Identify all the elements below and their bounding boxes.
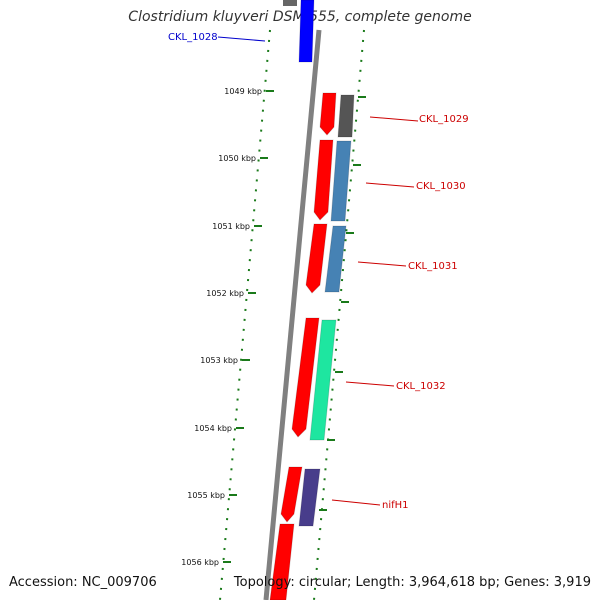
cds-feature-ckl-1030 [313, 139, 334, 221]
cds-feature-nifh1 [280, 466, 303, 523]
gene-labels: CKL_1028 CKL_1029 CKL_1030 CKL_1031 CKL_1032… [168, 32, 469, 511]
gene-label[interactable]: CKL_1031 [408, 261, 458, 272]
gene-feature-partial [283, 0, 297, 6]
summary-text: Topology: circular; Length: 3,964,618 bp… [233, 575, 591, 590]
gene-label[interactable]: nifH1 [382, 500, 409, 511]
cds-feature-ckl-1029 [319, 92, 337, 136]
gene-label[interactable]: CKL_1028 [168, 32, 218, 43]
scale-ticks: 1049 kbp 1050 kbp 1051 kbp 1052 kbp 1053 kbp… [181, 87, 366, 567]
gene-feature-nifh1 [298, 468, 321, 527]
cds-feature-ckl-1031 [305, 223, 328, 294]
scale-tick-label: 1054 kbp [194, 424, 232, 433]
scale-tick-label: 1052 kbp [206, 289, 244, 298]
scale-tick-label: 1050 kbp [218, 154, 256, 163]
map-title: Clostridium kluyveri DSM 555, complete g… [128, 9, 472, 25]
gene-feature-ckl-1029 [337, 94, 355, 138]
gene-label-leader-line [357, 261, 407, 267]
gene-label-leader-line [217, 36, 266, 42]
accession-text: Accession: NC_009706 [9, 575, 157, 590]
inner-dotted-ring [219, 29, 271, 600]
gene-label-leader-line [365, 182, 415, 188]
scale-tick-label: 1055 kbp [187, 491, 225, 500]
gene-features [269, 0, 355, 600]
gene-label[interactable]: CKL_1029 [419, 114, 469, 125]
gene-label-leader-line [345, 381, 395, 387]
gene-feature-ckl-1028 [298, 0, 315, 63]
scale-tick-label: 1051 kbp [212, 222, 250, 231]
scale-tick-label: 1056 kbp [181, 558, 219, 567]
gene-feature-ckl-1032 [309, 319, 337, 441]
gene-label-leader-line [331, 499, 381, 506]
gene-label-leader-line [369, 116, 419, 122]
gene-feature-ckl-1031 [324, 225, 347, 293]
backbone-ring [263, 29, 322, 600]
gene-feature-ckl-1030 [330, 140, 352, 222]
cds-feature-partial-bottom [269, 523, 295, 600]
gene-label[interactable]: CKL_1030 [416, 181, 466, 192]
scale-tick-label: 1049 kbp [224, 87, 262, 96]
scale-tick-label: 1053 kbp [200, 356, 238, 365]
gene-label[interactable]: CKL_1032 [396, 381, 446, 392]
cds-feature-ckl-1032 [291, 317, 320, 438]
